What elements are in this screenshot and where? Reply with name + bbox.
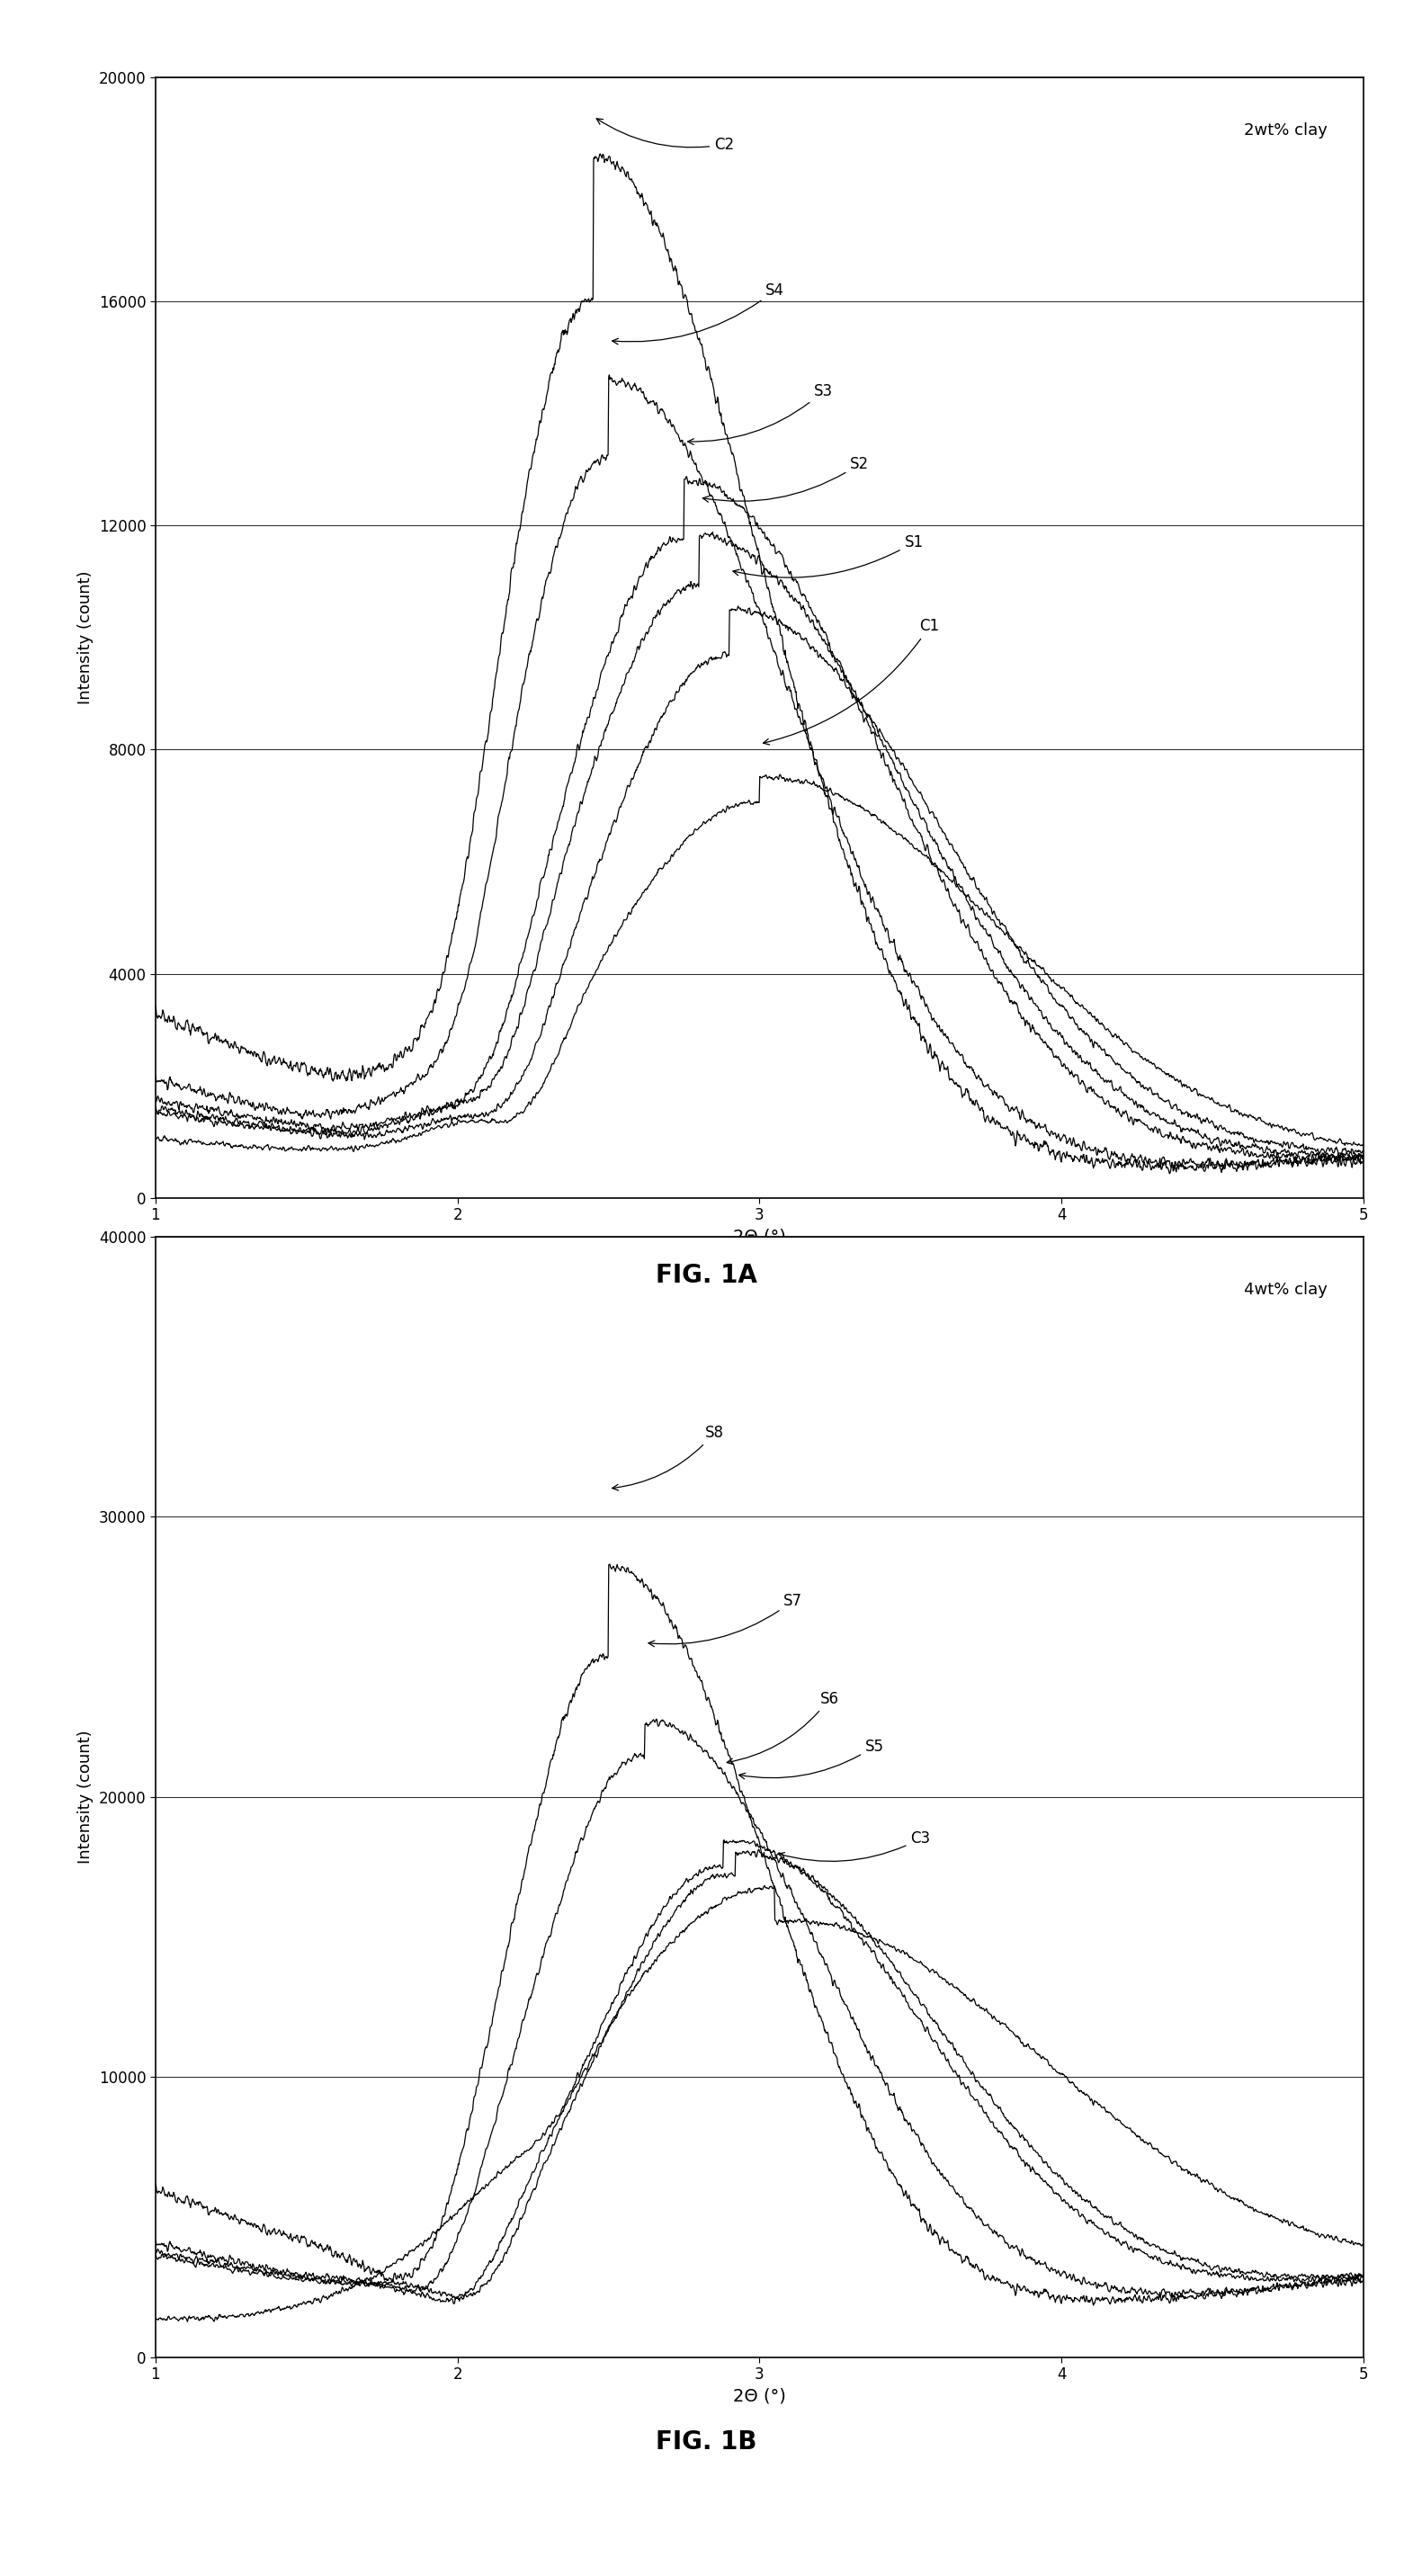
Text: S4: S4 [612, 283, 784, 345]
Text: S7: S7 [649, 1592, 803, 1646]
Text: C2: C2 [596, 118, 735, 152]
Text: S8: S8 [612, 1425, 723, 1492]
Text: 4wt% clay: 4wt% clay [1243, 1280, 1327, 1298]
Text: C3: C3 [779, 1832, 930, 1862]
Text: FIG. 1A: FIG. 1A [656, 1262, 757, 1288]
Text: S2: S2 [702, 456, 869, 502]
Text: S1: S1 [733, 533, 924, 577]
X-axis label: 2Θ (°): 2Θ (°) [733, 1229, 786, 1244]
Text: S5: S5 [739, 1739, 885, 1780]
Text: FIG. 1B: FIG. 1B [656, 2429, 757, 2455]
Text: C1: C1 [763, 618, 940, 744]
Y-axis label: Intensity (count): Intensity (count) [78, 1731, 93, 1862]
Y-axis label: Intensity (count): Intensity (count) [78, 572, 93, 703]
Text: S3: S3 [688, 384, 832, 446]
Text: S6: S6 [726, 1690, 839, 1765]
X-axis label: 2Θ (°): 2Θ (°) [733, 2388, 786, 2403]
Text: 2wt% clay: 2wt% clay [1243, 121, 1327, 139]
